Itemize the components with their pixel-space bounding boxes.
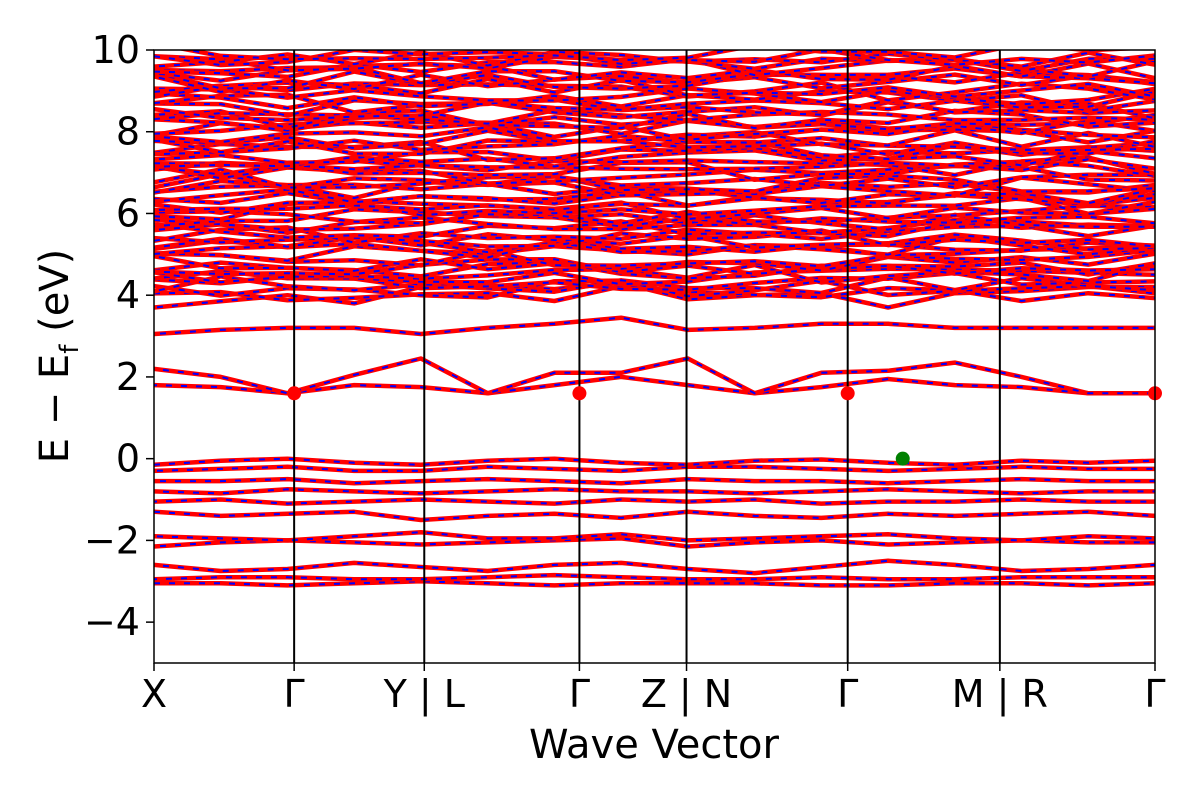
y-tick-label-4: 4 (116, 273, 140, 317)
band-dash-32 (154, 216, 1155, 234)
y-tick-label-1: −2 (84, 518, 140, 562)
plot-frame (153, 49, 1156, 664)
x-axis-ticks: X Γ Y | L Γ Z | N Γ M | R Γ (141, 663, 1166, 717)
band-dash-7 (154, 488, 1155, 495)
bands-layer (154, 50, 1155, 588)
band-dash-0 (154, 580, 1155, 587)
x-tick-label-7: Γ (1144, 672, 1165, 716)
band-dash-41 (154, 180, 1155, 200)
band-dash-56 (154, 121, 1155, 141)
y-tick-label-0: −4 (84, 600, 140, 644)
band-dash-49 (154, 149, 1155, 168)
band-dash-5 (154, 510, 1155, 522)
y-axis-title-main: E − E (32, 354, 78, 464)
y-axis-title-subscript: f (55, 344, 85, 354)
band-dash-71 (154, 62, 1155, 82)
band-dash-60 (154, 109, 1155, 125)
x-tick-label-3: Γ (569, 672, 590, 716)
band-dash-10 (154, 457, 1155, 466)
band-dash-2 (154, 559, 1155, 575)
band-dash-15 (154, 285, 1155, 303)
band-dash-31 (154, 220, 1155, 239)
band-dash-58 (154, 114, 1155, 132)
x-tick-label-6: M | R (952, 672, 1048, 717)
band-dash-46 (154, 160, 1155, 181)
band-dash-9 (154, 465, 1155, 472)
y-tick-label-6: 8 (116, 110, 140, 154)
x-tick-label-0: X (141, 672, 167, 716)
cbm-marker-2 (840, 386, 855, 401)
band-dash-8 (154, 478, 1155, 485)
band-dash-64 (154, 90, 1155, 110)
y-tick-label-7: 10 (92, 28, 140, 72)
band-dash-38 (154, 194, 1155, 211)
x-tick-label-4: Z | N (641, 672, 732, 717)
kpoint-lines (293, 50, 1001, 663)
band-dash-44 (154, 168, 1155, 189)
band-dash-61 (154, 101, 1155, 122)
band-dash-28 (154, 233, 1155, 251)
band-dash-35 (154, 204, 1155, 225)
band-dash-11 (154, 375, 1155, 395)
band-dash-12 (154, 357, 1155, 395)
cbm-marker-1 (572, 386, 587, 401)
y-tick-label-2: 0 (116, 437, 140, 481)
band-dash-54 (154, 129, 1155, 150)
band-dash-24 (154, 249, 1155, 268)
band-dash-37 (154, 197, 1155, 217)
band-dash-4 (154, 531, 1155, 542)
band-dash-20 (154, 263, 1155, 284)
x-axis-title: Wave Vector (529, 722, 780, 768)
band-dash-26 (154, 239, 1155, 259)
x-tick-label-2: Y | L (383, 672, 465, 717)
band-dash-50 (154, 146, 1155, 164)
band-dash-69 (154, 70, 1155, 90)
y-axis-ticks: −4 −2 0 2 4 6 8 10 (84, 28, 154, 644)
band-dash-48 (154, 158, 1155, 172)
band-dash-13 (154, 316, 1155, 336)
band-dash-47 (154, 156, 1155, 177)
band-dash-43 (154, 173, 1155, 193)
band-dash-34 (154, 208, 1155, 228)
band-dash-6 (154, 498, 1155, 505)
band-dash-1 (154, 574, 1155, 581)
x-tick-label-5: Γ (837, 672, 858, 716)
cbm-marker-0 (287, 386, 302, 401)
y-tick-label-3: 2 (116, 355, 140, 399)
y-axis-title: E − Ef (eV) (32, 249, 85, 464)
band-dash-22 (154, 258, 1155, 276)
x-tick-label-1: Γ (284, 672, 305, 716)
y-tick-label-5: 6 (116, 191, 140, 235)
band-dash-75 (154, 50, 1155, 67)
band-dash-33 (154, 213, 1155, 231)
vbm-marker (895, 451, 910, 466)
y-axis-title-unit: (eV) (32, 249, 78, 345)
band-dash-40 (154, 188, 1155, 205)
